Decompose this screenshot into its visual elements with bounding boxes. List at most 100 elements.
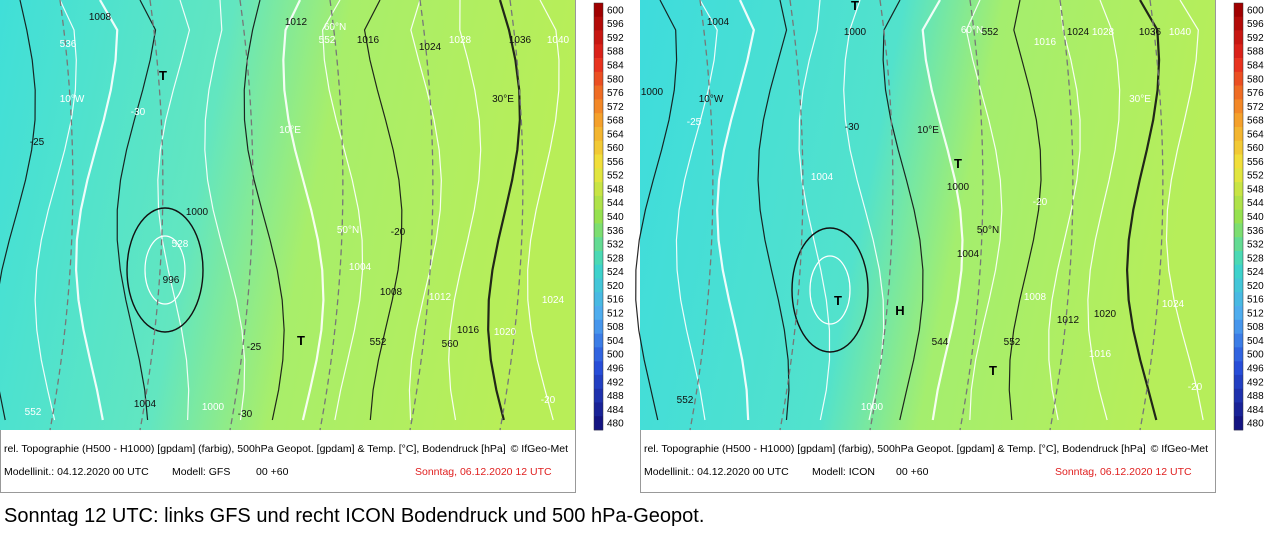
colorbar-frame (1233, 2, 1244, 431)
colorbar-label: 588 (607, 47, 624, 58)
colorbar-label: 576 (1247, 88, 1264, 99)
colorbar-label: 520 (1247, 281, 1264, 292)
map-label: T (834, 293, 842, 308)
colorbar-swatch (594, 126, 603, 142)
map-label: 1036 (1139, 27, 1162, 38)
colorbar-swatch (1234, 182, 1243, 197)
colorbar-swatch (1234, 416, 1243, 431)
colorbar-label: 544 (607, 198, 624, 209)
map-label: T (989, 363, 997, 378)
colorbar-label: 572 (1247, 102, 1264, 113)
map-label: T (297, 333, 305, 348)
temp-line (499, 0, 524, 431)
colorbar-swatch (1234, 58, 1243, 73)
colorbar-label: 492 (1247, 377, 1264, 388)
colorbar-label: 548 (607, 184, 624, 195)
map-label: 1000 (202, 402, 225, 413)
map-label: 552 (319, 35, 336, 46)
temp-line (409, 0, 434, 431)
colorbar-swatch (1234, 154, 1243, 169)
colorbar-label: 576 (607, 88, 624, 99)
colorbar-swatch (594, 347, 603, 362)
colorbar-label: 532 (1247, 240, 1264, 251)
colorbar-swatch (594, 3, 603, 18)
temp-line (869, 0, 894, 431)
colorbar-swatch (1234, 374, 1243, 389)
colorbar-label: 560 (607, 143, 624, 154)
map-label: -20 (1188, 382, 1203, 393)
colorbar-swatch (1234, 44, 1243, 59)
colorbar-swatch (1234, 195, 1243, 210)
colorbar-swatch (594, 209, 603, 224)
colorbar-swatch (594, 278, 603, 293)
map-label: T (954, 156, 962, 171)
temp-line (1049, 0, 1074, 431)
colorbar-label: 536 (1247, 226, 1264, 237)
map-label: 1000 (861, 402, 884, 413)
map-label: 1016 (1034, 37, 1057, 48)
isobar (1087, 0, 1121, 421)
forecast-step: 00 +60 (896, 466, 929, 478)
isobar (1165, 0, 1204, 421)
temp-line (229, 0, 254, 431)
map-label: 1016 (457, 325, 480, 336)
valid-time: Sonntag, 06.12.2020 12 UTC (415, 466, 552, 478)
map-panel: 1008 536 1012 60°N 1016 552 1024 1028 1036 1040 T 1… (0, 0, 624, 493)
colorbar-label: 536 (607, 226, 624, 237)
map-label: 1004 (134, 399, 157, 410)
low-contour (791, 227, 869, 353)
isobar (243, 0, 285, 421)
colorbar-label: 564 (607, 129, 624, 140)
isobar (798, 0, 831, 421)
map-label: 552 (677, 395, 694, 406)
isobar (448, 0, 482, 421)
map-label: -25 (687, 117, 702, 128)
colorbar-label: 568 (1247, 116, 1264, 127)
model-init: Modellinit.: 04.12.2020 00 UTC (644, 466, 789, 478)
legend-text: rel. Topographie (H500 - H1000) [gpdam] … (4, 443, 506, 455)
map-label: 1000 (844, 27, 867, 38)
isobar (0, 0, 36, 421)
colorbar-label: 532 (607, 240, 624, 251)
map-label: 60°N (961, 25, 983, 36)
map-label: -30 (131, 107, 146, 118)
colorbar-swatch (1234, 292, 1243, 307)
isobar (74, 0, 119, 421)
map-label: 1008 (380, 287, 403, 298)
colorbar-label: 584 (1247, 60, 1264, 71)
map-label: 10°E (917, 125, 939, 136)
map-label: 50°N (977, 225, 999, 236)
colorbar-swatch (594, 361, 603, 376)
colorbar-label: 552 (607, 171, 624, 182)
colorbar-label: 540 (1247, 212, 1264, 223)
map-label: 10°W (699, 94, 724, 105)
colorbar-label: 548 (1247, 184, 1264, 195)
colorbar-label: 516 (607, 295, 624, 306)
map-label: 1016 (1089, 349, 1112, 360)
map-label: H (895, 303, 904, 318)
map-area (0, 0, 575, 430)
colorbar-label: 480 (1247, 419, 1264, 430)
colorbar-swatch (1234, 30, 1243, 45)
isobar (321, 0, 364, 421)
colorbar-swatch (594, 264, 603, 279)
colorbar-swatch (594, 374, 603, 389)
isobar (408, 0, 442, 421)
map-label: -30 (845, 122, 860, 133)
colorbar-label: 580 (607, 74, 624, 85)
colorbar-swatch (594, 16, 603, 31)
colorbar-swatch (1234, 388, 1243, 403)
isobar (965, 0, 1003, 421)
map-label: 1012 (285, 17, 308, 28)
copyright: © IfGeo-Met (1151, 443, 1208, 455)
colorbar-swatch (594, 388, 603, 403)
map-label: -20 (391, 227, 406, 238)
colorbar-swatch (594, 292, 603, 307)
legend-text: rel. Topographie (H500 - H1000) [gpdam] … (644, 443, 1146, 455)
temp-line (779, 0, 804, 431)
colorbar-swatch (594, 416, 603, 431)
map-label: 1036 (509, 35, 532, 46)
colorbar-label: 508 (607, 322, 624, 333)
colorbar-swatch (1234, 361, 1243, 376)
